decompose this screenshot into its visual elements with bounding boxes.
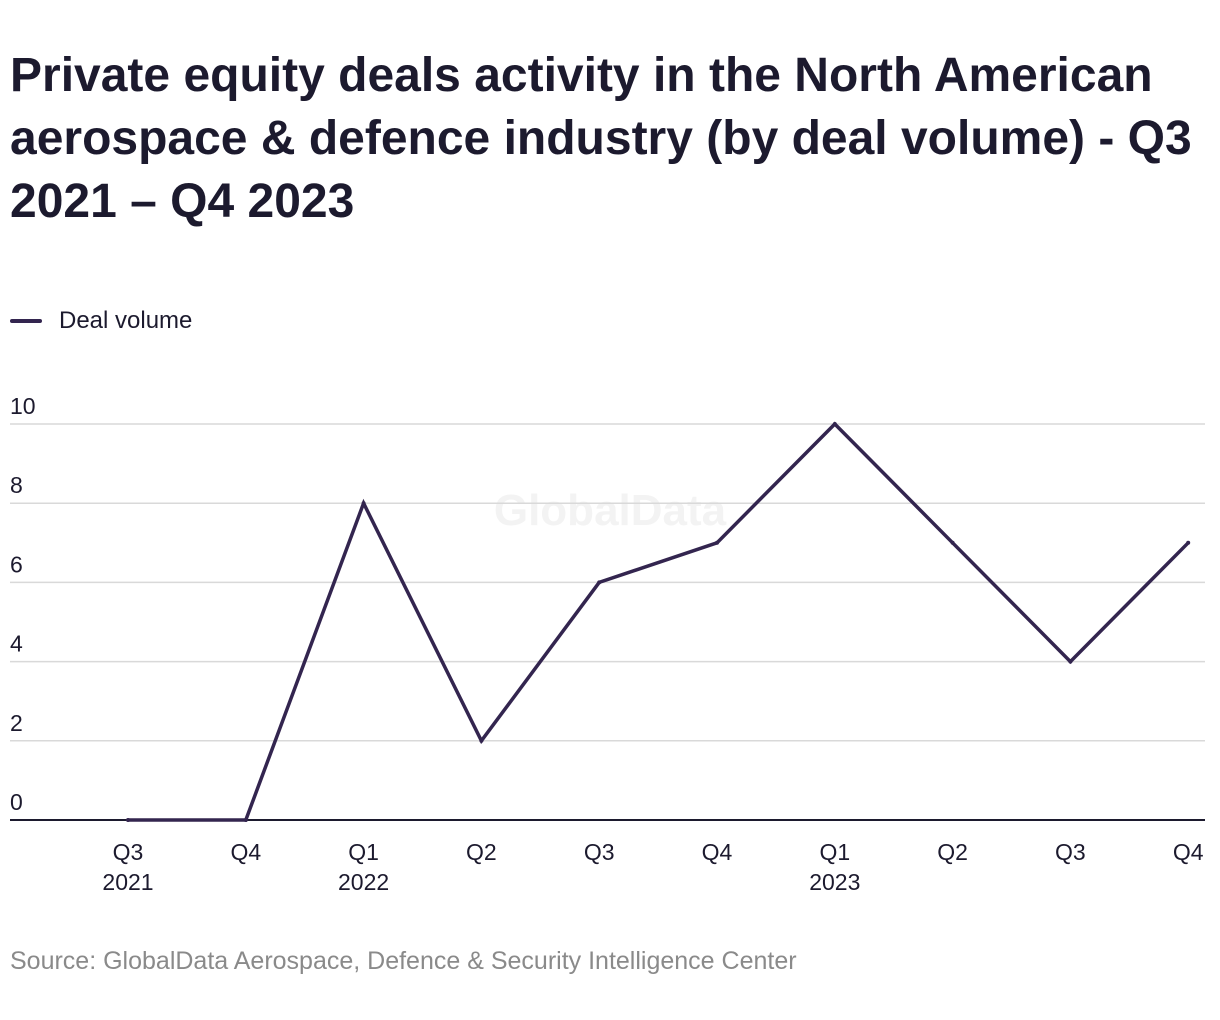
data-point — [126, 818, 130, 822]
data-point — [715, 540, 719, 545]
x-tick-label: Q3 — [1055, 839, 1086, 865]
source-note: Source: GlobalData Aerospace, Defence & … — [10, 947, 797, 975]
y-tick-label: 8 — [10, 472, 23, 498]
legend-label-deal-volume: Deal volume — [59, 307, 193, 334]
data-point — [1068, 659, 1073, 664]
legend: Deal volume — [10, 306, 192, 336]
x-tick-label: Q1 — [819, 839, 850, 865]
data-point — [597, 580, 602, 585]
x-tick-label: Q4 — [1173, 839, 1204, 865]
y-tick-label: 6 — [10, 551, 23, 577]
x-tick-year-label: 2023 — [809, 869, 860, 895]
data-point — [1186, 540, 1191, 545]
watermark-text: GlobalData — [494, 486, 727, 535]
data-point — [361, 501, 366, 506]
series-line-deal-volume — [128, 421, 1190, 822]
data-point — [950, 540, 955, 545]
y-tick-label: 0 — [10, 789, 23, 815]
x-tick-label: Q4 — [702, 839, 733, 865]
x-tick-year-label: 2021 — [102, 869, 153, 895]
y-tick-label: 4 — [10, 631, 23, 657]
data-point — [832, 422, 837, 426]
x-tick-year-label: 2022 — [338, 869, 389, 895]
data-point — [479, 738, 484, 743]
data-point — [243, 818, 248, 822]
x-tick-label: Q4 — [230, 839, 261, 865]
legend-swatch-deal-volume — [10, 319, 42, 323]
x-tick-label: Q2 — [466, 839, 497, 865]
x-tick-label: Q3 — [584, 839, 615, 865]
x-tick-label: Q1 — [348, 839, 379, 865]
x-tick-label: Q2 — [937, 839, 968, 865]
y-tick-label: 10 — [10, 393, 36, 419]
y-tick-label: 2 — [10, 710, 23, 736]
x-tick-label: Q3 — [113, 839, 144, 865]
chart-title: Private equity deals activity in the Nor… — [10, 49, 1192, 228]
